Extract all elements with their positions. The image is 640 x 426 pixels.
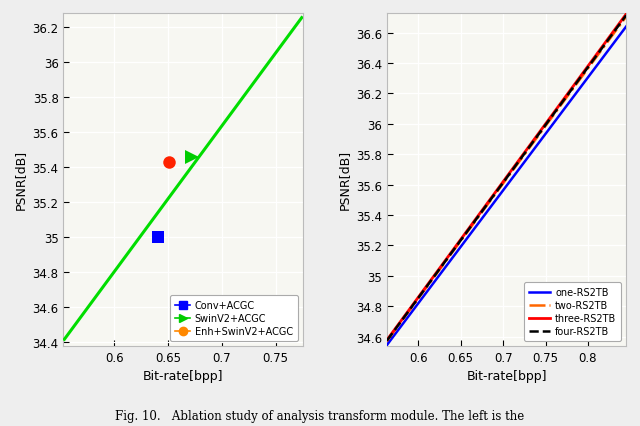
X-axis label: Bit-rate[bpp]: Bit-rate[bpp] [467,369,547,382]
Text: Fig. 10.   Ablation study of analysis transform module. The left is the: Fig. 10. Ablation study of analysis tran… [115,409,525,422]
X-axis label: Bit-rate[bpp]: Bit-rate[bpp] [143,369,223,382]
Legend: one-RS2TB, two-RS2TB, three-RS2TB, four-RS2TB: one-RS2TB, two-RS2TB, three-RS2TB, four-… [524,283,621,341]
Y-axis label: PSNR[dB]: PSNR[dB] [14,150,27,210]
Legend: Conv+ACGC, SwinV2+ACGC, Enh+SwinV2+ACGC: Conv+ACGC, SwinV2+ACGC, Enh+SwinV2+ACGC [170,296,298,341]
Y-axis label: PSNR[dB]: PSNR[dB] [337,150,350,210]
